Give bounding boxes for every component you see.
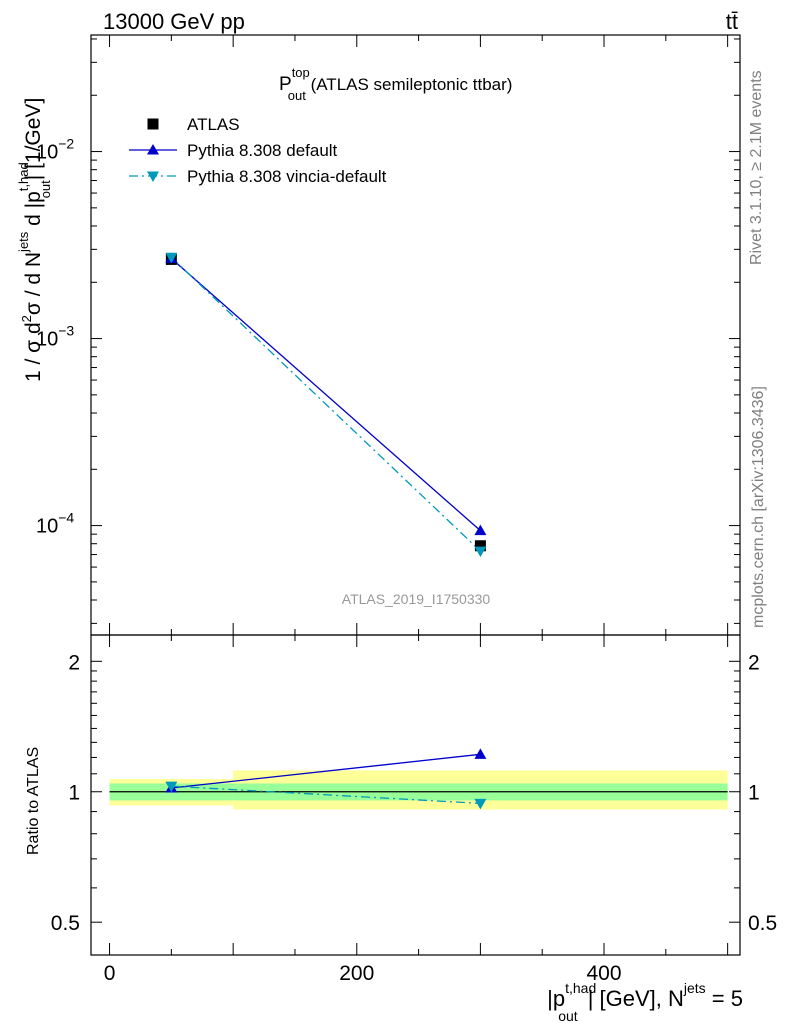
legend-marker-0 [147,118,159,130]
ratio-bands [109,770,728,810]
legend-label-0: ATLAS [187,115,240,134]
plot-title: Ptop out (ATLAS semileptonic ttbar) [279,65,512,103]
rivet-label: Rivet 3.1.10, ≥ 2.1M events [748,70,765,265]
series-line-2 [170,256,481,552]
main-y-tick-label-0: 10−2 [36,136,74,164]
legend: ATLAS Pythia 8.308 default Pythia 8.308 vi… [129,115,387,186]
data-point-1-1 [474,524,487,536]
x-tick-label-1: 200 [339,962,374,985]
legend-label-1: Pythia 8.308 default [187,141,338,160]
x-tick-label-0: 0 [104,962,116,985]
ratio-y-tick-label-left-2: 0.5 [51,912,80,935]
ratio-point-1-0 [165,781,178,793]
axis-ticks [91,35,740,955]
ratio-y-tick-label-left-0: 2 [68,651,80,674]
energy-label: 13000 GeV pp [103,9,245,34]
ratio-line-0 [171,753,481,789]
mcplots-label: mcplots.cern.ch [arXiv:1306.3436] [750,386,767,628]
process-label: tt̄ [726,9,738,34]
axis-tick-labels: 10−2 10−3 10−4 2 2 1 1 0.5 0.5 0 200 400 [36,136,777,985]
ratio-plot-frame [90,634,741,956]
data-point-0-1 [474,540,486,552]
ratio-line-1 [171,785,481,805]
main-points [165,252,487,558]
data-point-2-1 [474,546,487,558]
ratio-y-axis-label: Ratio to ATLAS [25,747,42,855]
ratio-y-tick-label-right-0: 2 [748,651,760,674]
legend-marker-1 [147,144,159,155]
series-line-1 [170,258,481,532]
ratio-point-0-1 [474,748,487,759]
analysis-watermark: ATLAS_2019_I1750330 [342,591,491,607]
data-point-2-0 [165,252,178,264]
ratio-point-1-1 [474,798,487,810]
main-y-axis-label: 1 / σ d2σ / d Njets d |pt,had out| [1/GeV… [16,98,53,382]
legend-marker-2 [147,171,159,182]
legend-label-2: Pythia 8.308 vincia-default [187,167,387,186]
ratio-y-tick-label-right-1: 1 [748,782,760,805]
x-tick-label-2: 400 [586,962,621,985]
main-lines [170,256,481,552]
ratio-y-tick-label-left-1: 1 [68,782,80,805]
ratio-lines [165,748,487,810]
main-y-tick-label-1: 10−3 [36,323,74,351]
main-y-tick-label-2: 10−4 [36,510,74,538]
x-axis-label: |pt,had out| [GeV], Njets = 5 [547,980,743,1024]
ratio-y-tick-label-right-2: 0.5 [748,912,777,935]
